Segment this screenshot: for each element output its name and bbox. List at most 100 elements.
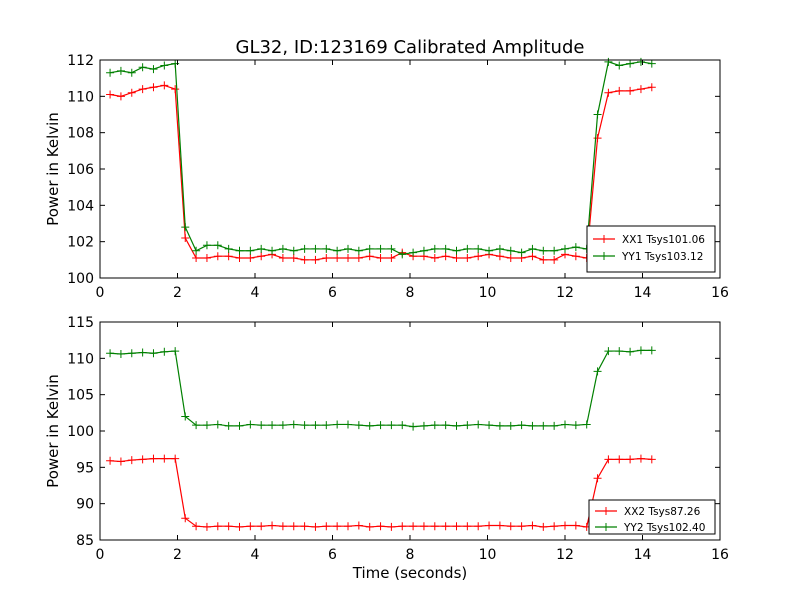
data-point	[160, 347, 169, 356]
data-point	[246, 420, 255, 429]
legend-box	[588, 499, 716, 535]
data-point	[235, 522, 244, 531]
data-point	[300, 255, 309, 264]
data-point	[615, 86, 624, 95]
data-point	[246, 522, 255, 531]
data-point	[246, 246, 255, 255]
x-tick-label: 16	[711, 547, 729, 563]
data-point	[452, 421, 461, 430]
data-point	[506, 254, 515, 263]
data-point	[213, 252, 222, 261]
y-tick-label: 106	[67, 162, 94, 178]
data-point	[344, 244, 352, 253]
data-point	[387, 522, 396, 531]
data-point	[224, 244, 233, 253]
legend-label: YY2 Tsys102.40	[623, 522, 705, 534]
data-point	[235, 246, 244, 255]
data-point	[149, 349, 158, 358]
data-point	[506, 522, 515, 531]
data-point	[376, 522, 385, 531]
data-point	[398, 522, 407, 531]
data-point	[463, 421, 472, 430]
data-point	[213, 522, 222, 531]
data-point	[626, 86, 635, 95]
data-point	[311, 255, 320, 264]
data-point	[528, 521, 537, 530]
data-point	[213, 420, 222, 429]
x-tick-label: 2	[173, 547, 182, 563]
x-tick-label: 6	[328, 547, 337, 563]
x-tick-label: 4	[251, 547, 260, 563]
data-point	[539, 255, 548, 264]
data-point	[354, 246, 363, 255]
data-point	[604, 57, 613, 66]
data-point	[615, 347, 624, 356]
data-point	[116, 92, 125, 101]
data-point	[636, 346, 645, 355]
data-point	[127, 349, 136, 358]
data-point	[615, 61, 624, 70]
data-point	[506, 421, 515, 430]
data-point	[268, 421, 277, 430]
data-point	[300, 421, 309, 430]
data-point	[192, 246, 201, 255]
data-point	[149, 454, 158, 463]
data-point	[106, 349, 115, 358]
y-tick-label: 100	[67, 271, 94, 287]
data-point	[354, 254, 363, 263]
legend-marker	[602, 523, 610, 531]
bottom-panel: 0 2 4 6 8 10 12 14 16 85 90 95 100 105 110 115 Power in …	[44, 315, 729, 563]
data-point	[398, 421, 407, 430]
data-point	[441, 252, 450, 261]
chart-title: GL32, ID:123169 Calibrated Amplitude	[236, 37, 585, 58]
data-point	[138, 85, 147, 94]
data-point	[181, 412, 190, 421]
data-point	[344, 522, 352, 531]
data-point	[376, 254, 385, 263]
data-point	[311, 244, 320, 253]
x-axis-label: Time (seconds)	[352, 564, 468, 582]
y-axis-label: Power in Kelvin	[44, 112, 62, 226]
data-point	[398, 250, 407, 259]
data-point	[474, 522, 483, 531]
data-point	[441, 421, 450, 430]
data-point	[235, 421, 244, 430]
data-point	[202, 241, 211, 250]
data-point	[257, 421, 266, 430]
y-tick-label: 85	[76, 533, 94, 549]
data-point	[224, 522, 233, 531]
data-point	[441, 244, 450, 253]
top-panel: 0 2 4 6 8 10 12 14 16 100 102 104 106 108 110 112 Power …	[44, 53, 729, 301]
data-point	[615, 455, 624, 464]
data-point	[106, 90, 115, 99]
data-point	[202, 421, 211, 430]
x-tick-label: 10	[479, 285, 497, 301]
data-point	[474, 252, 483, 261]
y-axis-label: Power in Kelvin	[44, 374, 62, 488]
data-point	[452, 246, 461, 255]
data-point	[419, 246, 428, 255]
data-point	[322, 254, 331, 263]
data-point	[171, 85, 180, 94]
data-point	[127, 456, 136, 465]
data-point	[506, 246, 515, 255]
data-point	[116, 457, 125, 466]
data-point	[322, 522, 331, 531]
data-point	[430, 522, 439, 531]
data-point	[485, 521, 494, 530]
x-tick-label: 14	[634, 547, 652, 563]
data-point	[636, 85, 645, 94]
data-point	[354, 421, 363, 430]
data-point	[192, 254, 201, 263]
data-point	[430, 244, 439, 253]
data-point	[550, 522, 559, 531]
data-point	[257, 252, 266, 261]
data-point	[495, 421, 504, 430]
data-point	[387, 254, 396, 263]
data-point	[561, 244, 569, 253]
data-point	[485, 246, 494, 255]
data-point	[127, 88, 136, 97]
data-point	[224, 421, 233, 430]
y-tick-label: 90	[76, 497, 94, 513]
